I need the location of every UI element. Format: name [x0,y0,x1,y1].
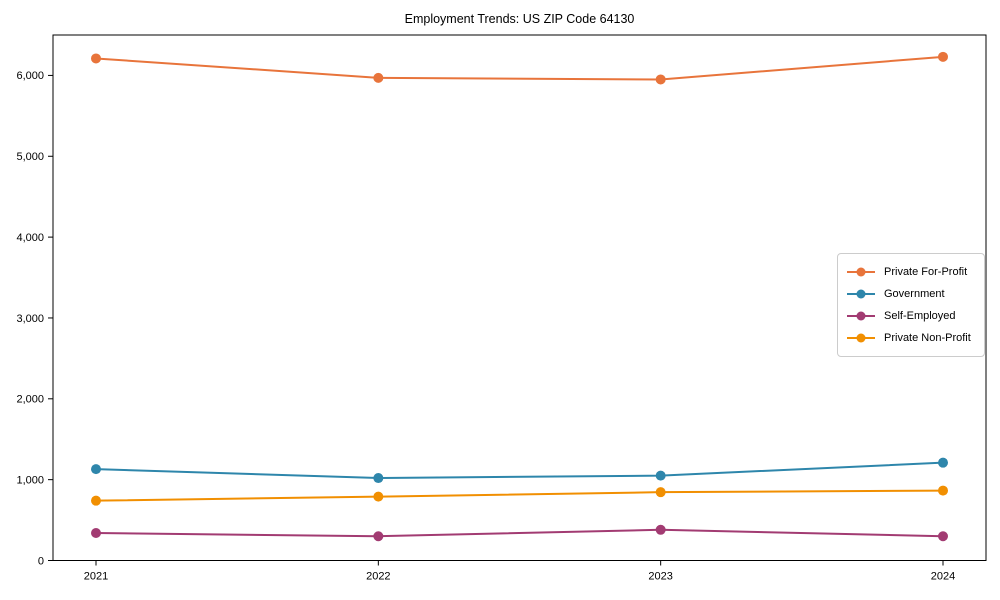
legend-label: Private Non-Profit [884,332,971,344]
y-tick-label: 6,000 [16,70,44,82]
legend-label: Private For-Profit [884,266,968,278]
x-tick-label: 2024 [931,571,955,583]
data-point-self-employed-2021 [91,528,101,539]
legend-dot-icon [856,311,866,321]
series-line-self-employed [95,528,944,538]
y-tick-label: 2,000 [16,394,44,406]
data-point-private-non-profit-2024 [938,485,948,496]
y-tick-label: 1,000 [16,474,44,486]
legend-line-marker-icon [847,333,875,343]
y-tick-label: 3,000 [16,313,44,325]
y-tick-label: 5,000 [16,151,44,163]
x-tick-label: 2021 [84,571,108,583]
series-line-private-for-profit [95,55,944,81]
data-point-government-2024 [938,457,948,468]
y-tick-label: 4,000 [16,232,44,244]
x-tick-label: 2022 [366,571,390,583]
data-point-private-for-profit-2021 [91,53,101,64]
data-point-private-non-profit-2023 [655,487,666,498]
legend-dot-icon [856,289,866,299]
legend-item: Private Non-Profit [847,327,975,349]
data-point-private-for-profit-2023 [655,74,666,85]
data-point-government-2023 [655,470,666,481]
legend-line-marker-icon [847,267,875,277]
data-point-private-non-profit-2021 [91,495,101,506]
legend-dot-icon [856,267,866,277]
series-line-government [95,461,944,480]
data-point-self-employed-2022 [373,531,384,542]
y-tick-label: 0 [38,555,44,567]
data-point-government-2022 [373,473,384,484]
series-line-private-non-profit [95,489,944,502]
legend-item: Self-Employed [847,305,975,327]
data-point-private-for-profit-2024 [938,51,948,62]
data-point-self-employed-2023 [655,524,666,535]
data-point-private-for-profit-2022 [373,72,384,83]
chart-title: Employment Trends: US ZIP Code 64130 [404,12,635,26]
legend-line-marker-icon [847,289,875,299]
legend-dot-icon [856,333,866,343]
legend-item: Private For-Profit [847,261,975,283]
legend: Private For-Profit Government Self-Employe… [837,253,985,357]
x-tick-label: 2023 [648,571,672,583]
legend-line-marker-icon [847,311,875,321]
legend-label: Government [884,288,945,300]
data-point-private-non-profit-2022 [373,491,384,502]
data-point-self-employed-2024 [938,531,948,542]
data-point-government-2021 [91,464,101,475]
legend-item: Government [847,283,975,305]
legend-label: Self-Employed [884,310,956,322]
plot-frame [52,34,987,561]
